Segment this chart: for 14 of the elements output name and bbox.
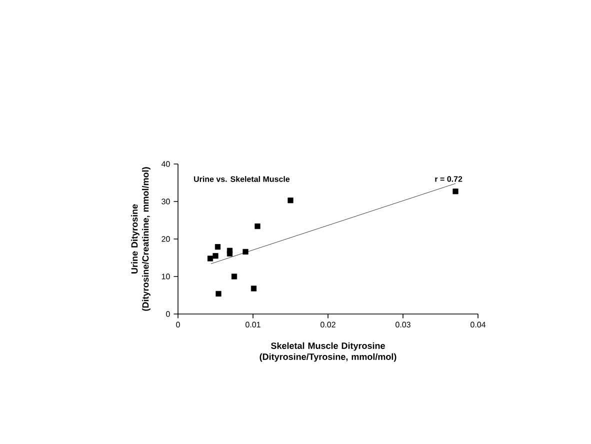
y-tick-label: 30 — [162, 198, 170, 204]
annotation: Urine vs. Skeletal Muscle — [194, 176, 290, 182]
x-tick-label: 0.04 — [470, 322, 486, 328]
annotation: r = 0.72 — [435, 176, 462, 182]
x-tick-label: 0.03 — [396, 322, 410, 328]
x-tick-label: 0.01 — [246, 322, 260, 328]
y-tick-label: 20 — [162, 236, 170, 242]
x-tick-label: 0 — [176, 322, 180, 328]
x-tick-label: 0.02 — [320, 322, 336, 328]
y-tick-label: 10 — [162, 274, 170, 280]
x-axis-title: Skeletal Muscle Dityrosine (Dityrosine/Tyrosine, mmol/mol) — [260, 342, 396, 362]
y-tick-label: 40 — [161, 161, 170, 167]
y-axis-title: Urine Dityrosine (Dityrosine/Creatinine, mmol/mol) — [131, 167, 150, 311]
y-tick-label: 0 — [166, 311, 170, 317]
